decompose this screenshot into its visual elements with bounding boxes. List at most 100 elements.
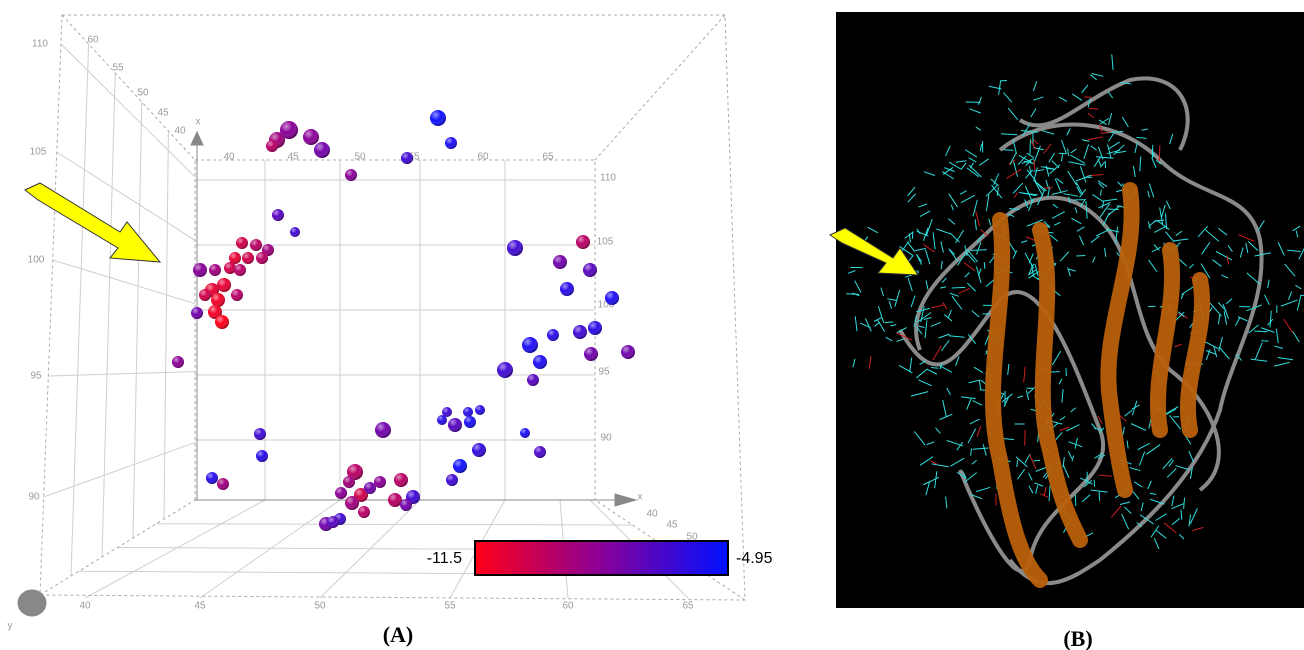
bond bbox=[1036, 182, 1047, 192]
tick-label: 50 bbox=[314, 601, 326, 612]
bond bbox=[1189, 508, 1198, 525]
bond bbox=[1028, 472, 1033, 481]
ribbon bbox=[1149, 242, 1181, 438]
bond bbox=[949, 292, 959, 297]
sphere-shade bbox=[254, 428, 266, 440]
box-outline bbox=[39, 14, 746, 601]
bond bbox=[1061, 140, 1067, 155]
bond bbox=[1277, 242, 1285, 256]
bond bbox=[1107, 91, 1114, 99]
bond bbox=[1021, 158, 1035, 165]
bond bbox=[1140, 502, 1144, 512]
bond bbox=[1163, 522, 1177, 534]
sphere-shade bbox=[208, 305, 222, 319]
bond bbox=[985, 184, 999, 197]
bond bbox=[1218, 227, 1228, 236]
bond bbox=[1284, 263, 1296, 277]
bond bbox=[1082, 139, 1090, 142]
bond bbox=[1165, 408, 1177, 416]
bond bbox=[1150, 525, 1160, 538]
bond bbox=[1110, 505, 1122, 518]
tick-label: 60 bbox=[562, 601, 574, 612]
bond bbox=[1025, 169, 1034, 179]
bond bbox=[1226, 255, 1230, 265]
sphere-shade bbox=[256, 252, 268, 264]
bond bbox=[1035, 485, 1039, 494]
bond bbox=[935, 427, 941, 434]
bond bbox=[974, 219, 977, 231]
bond bbox=[1097, 454, 1106, 460]
bond bbox=[1051, 190, 1068, 196]
bond bbox=[1091, 72, 1104, 77]
bond bbox=[907, 186, 916, 197]
bond bbox=[1174, 238, 1189, 242]
coil bbox=[1018, 76, 1190, 151]
bond bbox=[955, 229, 965, 244]
bond bbox=[1033, 167, 1038, 182]
sphere-shade bbox=[394, 473, 408, 487]
bond bbox=[1058, 378, 1063, 385]
bond bbox=[1183, 497, 1186, 509]
tick-labels: 110 105 100 95 90 60 55 50 45 40 40 45 50 55 60 65 110 10… bbox=[8, 35, 698, 632]
bond bbox=[1201, 241, 1211, 255]
bond bbox=[932, 345, 942, 361]
bond bbox=[1215, 251, 1233, 261]
bond bbox=[1177, 311, 1185, 317]
tick-label: 55 bbox=[444, 601, 456, 612]
bond bbox=[970, 249, 987, 251]
arrow bbox=[828, 227, 919, 276]
bond bbox=[962, 470, 967, 479]
bond bbox=[1095, 156, 1114, 159]
bond bbox=[916, 326, 923, 335]
ribbon bbox=[984, 212, 1048, 588]
bond bbox=[1115, 226, 1119, 245]
tick-label: x bbox=[638, 492, 643, 503]
tick-label: 100 bbox=[598, 300, 615, 311]
tick-label: 40 bbox=[646, 509, 658, 520]
bond bbox=[1111, 54, 1114, 71]
bond bbox=[1012, 160, 1019, 177]
bond bbox=[1032, 138, 1039, 145]
bond bbox=[975, 126, 982, 131]
bond bbox=[968, 379, 981, 384]
bond bbox=[1218, 336, 1223, 352]
sphere-shade bbox=[576, 235, 590, 249]
bond bbox=[1026, 152, 1034, 159]
bond bbox=[1052, 203, 1059, 209]
bond bbox=[949, 232, 960, 243]
bond bbox=[1067, 267, 1071, 277]
bond bbox=[1076, 186, 1082, 195]
bond bbox=[907, 278, 913, 292]
bond bbox=[1246, 272, 1261, 285]
bond bbox=[1055, 431, 1063, 440]
bond bbox=[907, 193, 917, 203]
bond bbox=[1238, 234, 1255, 242]
bond bbox=[1028, 485, 1034, 494]
sphere-shade bbox=[621, 345, 635, 359]
bond bbox=[1090, 74, 1098, 81]
bond bbox=[956, 471, 967, 479]
panel-a: 110 105 100 95 90 60 55 50 45 40 40 45 50 55 60 65 110 10… bbox=[8, 14, 773, 647]
tick-label: 55 bbox=[112, 63, 124, 74]
bond bbox=[960, 396, 976, 400]
bond bbox=[1168, 459, 1175, 467]
tick-label: 40 bbox=[79, 601, 91, 612]
bond bbox=[1017, 395, 1024, 399]
bond bbox=[1132, 490, 1140, 500]
grid-line bbox=[70, 43, 90, 577]
bond bbox=[948, 161, 962, 170]
grid-line bbox=[199, 499, 341, 599]
bond bbox=[969, 108, 981, 114]
bond bbox=[971, 310, 980, 318]
bond bbox=[1090, 145, 1097, 151]
bond bbox=[1087, 112, 1095, 119]
bond bbox=[940, 241, 944, 253]
bond bbox=[1079, 188, 1087, 198]
bond bbox=[1283, 318, 1293, 333]
bond bbox=[1018, 154, 1033, 164]
bond bbox=[1239, 247, 1244, 258]
tick-label: 90 bbox=[28, 492, 40, 503]
sphere-shade bbox=[463, 407, 473, 417]
bond bbox=[1028, 166, 1032, 176]
bond bbox=[1287, 249, 1301, 252]
